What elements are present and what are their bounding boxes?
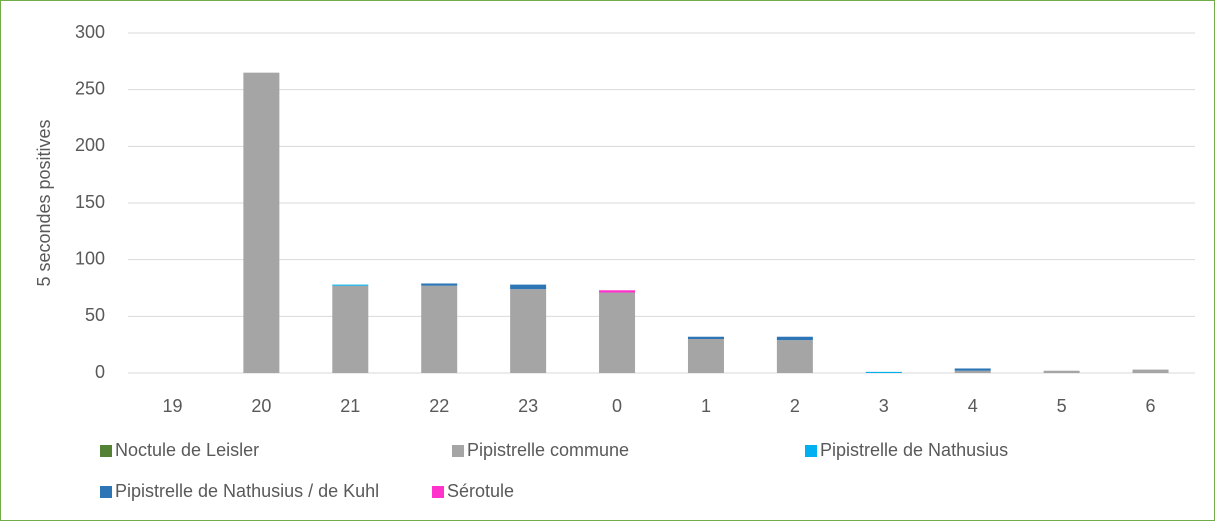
bar-segment [332,285,369,373]
x-tick-label: 4 [968,396,978,416]
legend-swatch [452,445,464,457]
x-tick-label: 2 [790,396,800,416]
x-tick-label: 20 [251,396,271,416]
x-tick-label: 19 [162,396,182,416]
y-tick-label: 50 [85,305,105,325]
bar-segment [776,336,813,341]
y-tick-label: 150 [75,192,105,212]
bar-segment [776,340,813,373]
x-tick-label: 5 [1057,396,1067,416]
bar-segment [865,371,902,373]
x-tick-label: 0 [612,396,622,416]
bar-segment [421,283,458,286]
legend-label: Pipistrelle de Nathusius [820,440,1008,460]
legend-label: Sérotule [447,481,514,501]
bar-segment [687,339,724,373]
bar-segment [510,284,547,290]
bar-segment [599,292,636,373]
x-tick-label: 6 [1146,396,1156,416]
bar-segment [332,284,369,286]
legend-label: Pipistrelle commune [467,440,629,460]
legend-swatch [100,445,112,457]
x-tick-label: 3 [879,396,889,416]
x-tick-label: 1 [701,396,711,416]
y-tick-label: 100 [75,248,105,268]
bar-segment [421,285,458,373]
bar-segment [1132,369,1169,373]
y-tick-label: 300 [75,22,105,42]
bar-segment [1043,370,1080,373]
legend-label: Noctule de Leisler [115,440,259,460]
x-tick-label: 23 [518,396,538,416]
bar-segment [687,336,724,339]
bar-segment [510,289,547,373]
legend-swatch [432,486,444,498]
bar-segment [599,290,636,293]
y-tick-label: 200 [75,135,105,155]
legend-label: Pipistrelle de Nathusius / de Kuhl [115,481,379,501]
y-tick-label: 0 [95,362,105,382]
x-tick-label: 21 [340,396,360,416]
legend-swatch [100,486,112,498]
bar-segment [954,370,991,373]
y-axis-label: 5 secondes positives [34,119,54,286]
x-tick-label: 22 [429,396,449,416]
bar-segment [243,72,280,374]
bar-segment [954,368,991,371]
legend-swatch [805,445,817,457]
y-tick-label: 250 [75,78,105,98]
